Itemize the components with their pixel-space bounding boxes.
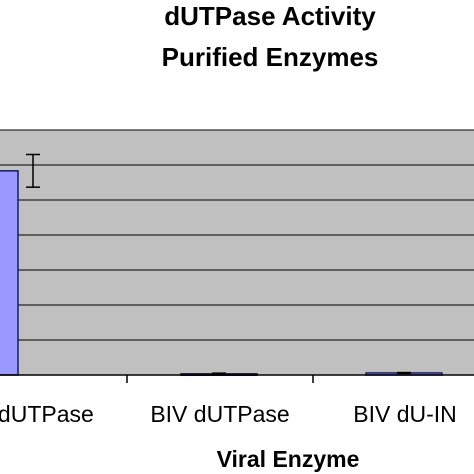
plot-area [0,129,474,376]
error-bar-1 [26,153,40,188]
chart-title-line-2: Purified Enzymes [162,42,379,72]
error-bar-3 [397,371,411,375]
x-axis-title: Viral Enzyme [217,446,360,472]
x-tick-label-2: BIV dUTPase [150,401,289,427]
x-tick-label-3: BIV dU-IN [353,401,457,427]
x-axis-ticks [126,375,314,383]
chart-title-line-1: dUTPase Activity [164,1,376,31]
error-bar-2 [212,372,226,376]
x-tick-label-1: V dUTPase [0,401,94,427]
gridlines [0,164,474,341]
bar-1 [0,170,19,376]
